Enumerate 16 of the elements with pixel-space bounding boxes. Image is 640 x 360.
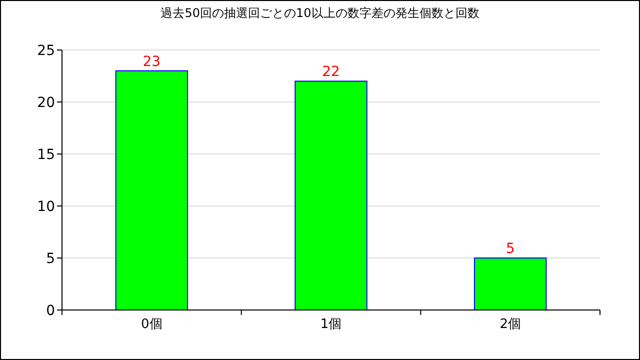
bar xyxy=(294,80,368,310)
y-tick-label: 20 xyxy=(37,95,55,111)
y-tick-label: 25 xyxy=(37,43,55,59)
x-tick-label: 0個 xyxy=(141,317,162,332)
bar xyxy=(115,70,188,310)
x-tick-label: 1個 xyxy=(320,317,342,332)
data-label: 5 xyxy=(506,241,515,257)
x-tick-label: 2個 xyxy=(500,317,521,332)
y-tick-label: 10 xyxy=(37,199,55,215)
y-tick-label: 5 xyxy=(46,251,55,267)
y-tick-label: 15 xyxy=(37,147,55,163)
chart-title: 過去50回の抽選回ごとの10以上の数字差の発生個数と回数 xyxy=(160,6,480,20)
data-label: 23 xyxy=(142,54,161,70)
y-tick-label: 0 xyxy=(46,303,55,319)
data-label: 22 xyxy=(322,64,340,80)
bar xyxy=(474,258,547,310)
